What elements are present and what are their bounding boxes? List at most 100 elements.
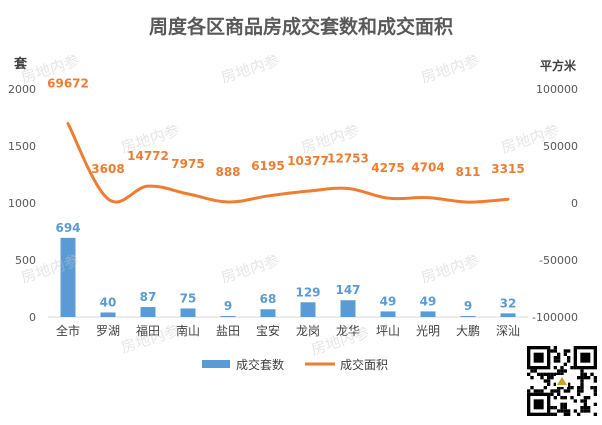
- qr-module: [570, 386, 574, 390]
- line-data-label: 14772: [127, 149, 169, 163]
- qr-module: [557, 389, 561, 393]
- qr-module: [550, 392, 554, 396]
- qr-module: [560, 372, 564, 376]
- qr-module: [560, 396, 564, 400]
- qr-module: [580, 376, 584, 380]
- qr-module: [533, 389, 537, 393]
- qr-module: [587, 409, 591, 413]
- qr-module: [580, 389, 584, 393]
- line-data-label: 888: [215, 165, 240, 179]
- qr-module: [537, 372, 541, 376]
- category-label: 光明: [416, 324, 440, 338]
- bar-data-label: 9: [224, 299, 232, 313]
- qr-module: [557, 352, 561, 356]
- qr-module: [553, 349, 557, 353]
- qr-module: [560, 369, 564, 373]
- bar: [260, 309, 276, 317]
- qr-module: [593, 392, 597, 396]
- qr-module: [580, 406, 584, 410]
- qr-module: [553, 372, 557, 376]
- qr-module: [550, 389, 554, 393]
- qr-module: [583, 396, 587, 400]
- qr-module: [580, 379, 584, 383]
- qr-module: [553, 356, 557, 360]
- qr-module: [577, 412, 581, 416]
- left-axis-label: 套: [13, 56, 28, 72]
- qr-module: [553, 406, 557, 410]
- qr-module: [530, 376, 534, 380]
- bar: [380, 311, 396, 317]
- qr-module: [583, 406, 587, 410]
- qr-module: [550, 406, 554, 410]
- qr-module: [563, 349, 567, 353]
- qr-module: [557, 386, 561, 390]
- qr-code-icon: [527, 346, 597, 416]
- right-tick-label: -50000: [539, 254, 578, 267]
- qr-module: [563, 362, 567, 366]
- category-label: 南山: [176, 323, 200, 338]
- qr-module: [583, 409, 587, 413]
- qr-module: [580, 369, 584, 373]
- legend: 成交套数 成交面积: [202, 357, 388, 372]
- qr-module: [563, 406, 567, 410]
- line-data-label: 6195: [251, 159, 284, 173]
- bar-data-label: 694: [55, 221, 80, 235]
- qr-module: [593, 386, 597, 390]
- qr-module: [550, 372, 554, 376]
- qr-module: [583, 402, 587, 406]
- qr-module: [557, 409, 561, 413]
- qr-module: [530, 386, 534, 390]
- bar-data-label: 9: [464, 299, 472, 313]
- qr-module: [593, 412, 597, 416]
- qr-module: [540, 389, 544, 393]
- bar: [140, 307, 156, 317]
- qr-module: [593, 389, 597, 393]
- bar: [500, 313, 516, 317]
- qr-module: [553, 359, 557, 363]
- qr-module: [550, 349, 554, 353]
- qr-module: [567, 389, 571, 393]
- bar-series: [60, 237, 516, 317]
- line-data-label: 4275: [371, 161, 404, 175]
- qr-module: [543, 386, 547, 390]
- qr-module: [567, 386, 571, 390]
- qr-finder-inner: [580, 352, 591, 363]
- bar-data-label: 49: [380, 294, 397, 308]
- qr-module: [593, 379, 597, 383]
- category-label: 龙华: [336, 324, 360, 338]
- category-label: 宝安: [256, 323, 280, 338]
- line-data-label: 12753: [327, 151, 369, 165]
- right-tick-label: 50000: [543, 140, 578, 153]
- right-tick-labels: -100000 -50000 0 50000 100000: [532, 83, 578, 324]
- category-labels: 全市 罗湖 福田 南山 盐田 宝安 龙岗 龙华 坪山 光明 大鹏 深汕: [56, 323, 520, 338]
- qr-module: [587, 406, 591, 410]
- qr-module: [570, 396, 574, 400]
- qr-module: [573, 399, 577, 403]
- category-label: 龙岗: [296, 324, 320, 338]
- qr-module: [567, 409, 571, 413]
- qr-module: [577, 392, 581, 396]
- qr-module: [580, 409, 584, 413]
- category-label: 全市: [56, 323, 80, 338]
- qr-module: [537, 389, 541, 393]
- line-data-label: 69672: [47, 77, 89, 91]
- right-tick-label: 100000: [536, 83, 578, 96]
- right-axis-label: 平方米: [540, 58, 577, 73]
- qr-module: [560, 402, 564, 406]
- qr-module: [553, 366, 557, 370]
- left-tick-labels: 0 500 1000 1500 2000: [8, 83, 36, 324]
- qr-module: [580, 399, 584, 403]
- left-tick-label: 0: [29, 311, 36, 324]
- qr-module: [567, 359, 571, 363]
- qr-module: [583, 399, 587, 403]
- qr-module: [557, 392, 561, 396]
- qr-module: [550, 412, 554, 416]
- qr-module: [540, 372, 544, 376]
- line-data-label: 7975: [171, 157, 204, 171]
- qr-module: [593, 402, 597, 406]
- qr-module: [567, 356, 571, 360]
- qr-module: [543, 379, 547, 383]
- qr-module: [560, 386, 564, 390]
